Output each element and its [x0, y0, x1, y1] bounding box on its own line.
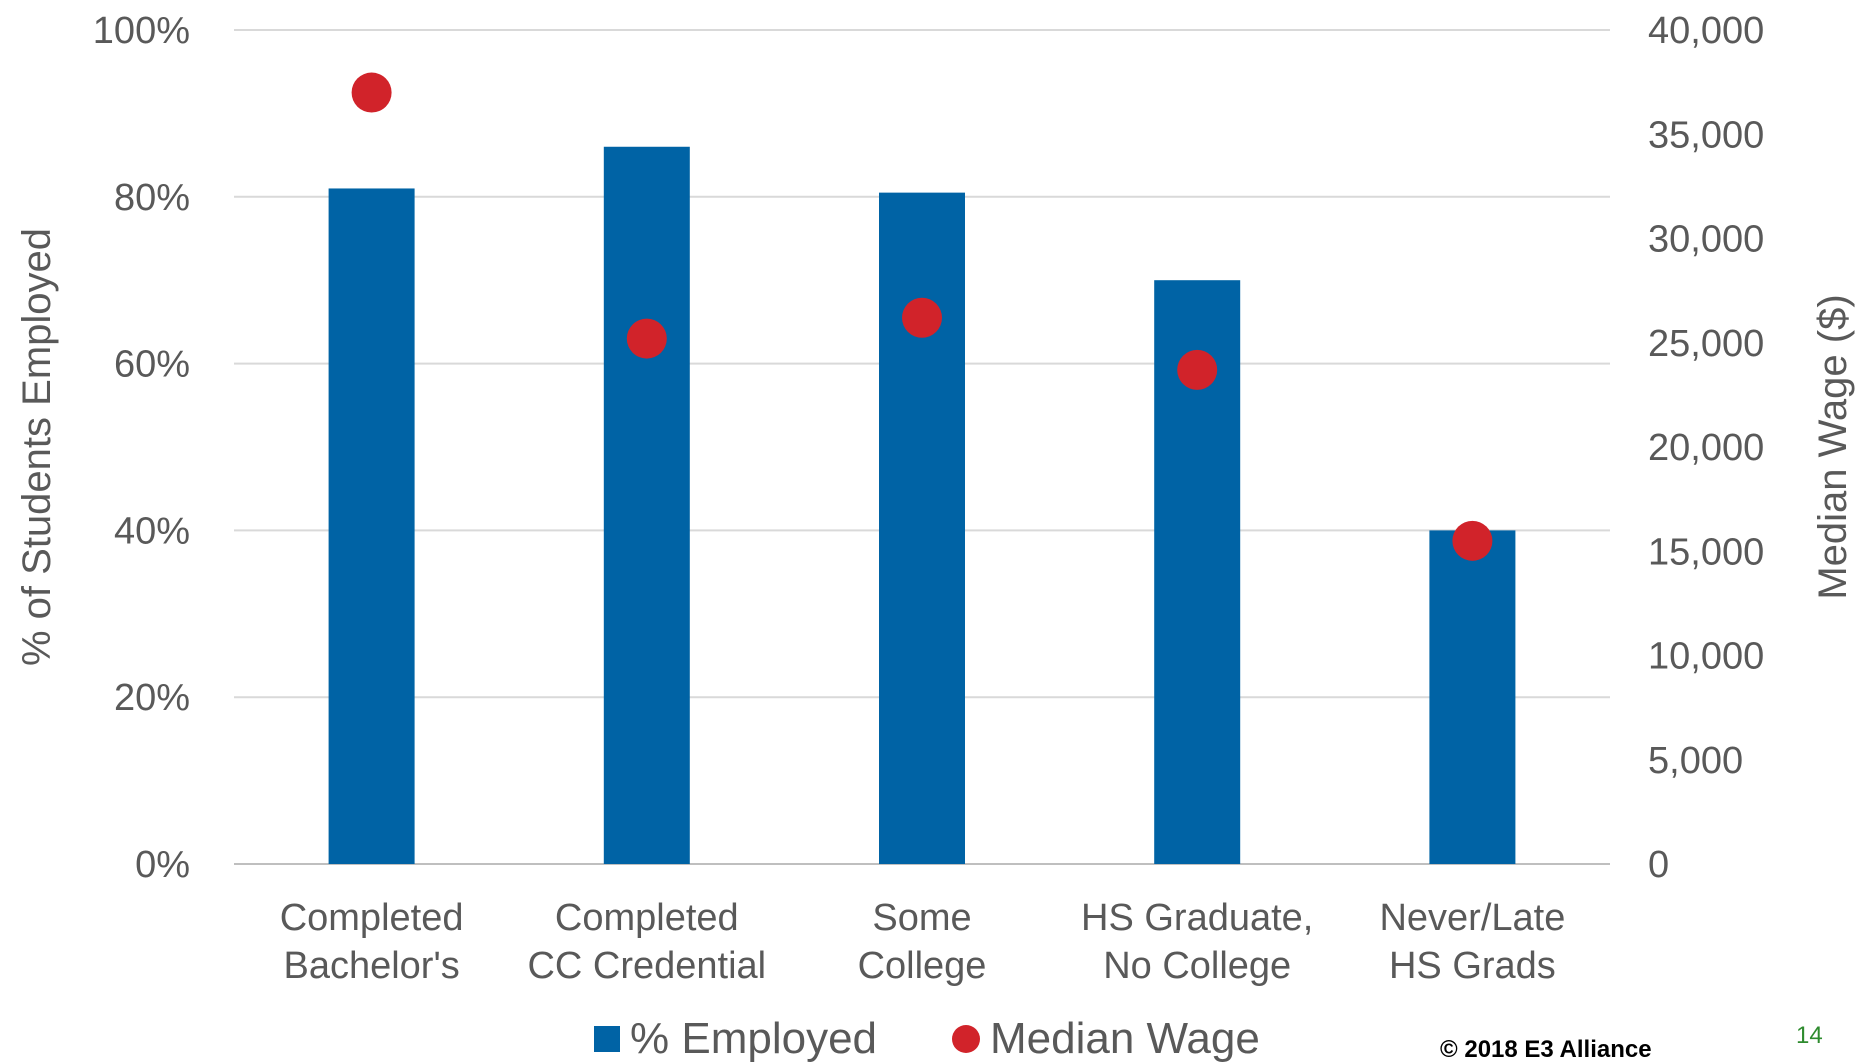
category-label-line: Never/Late [1379, 897, 1565, 939]
category-label: Completed CC Credential [527, 897, 766, 987]
y-tick-label: 20% [114, 677, 190, 719]
y-tick-label: 60% [114, 344, 190, 386]
category-label-line: HS Grads [1389, 945, 1556, 987]
copyright-notice: © 2018 E3 Alliance [1440, 1036, 1652, 1063]
category-label: Never/Late HS Grads [1379, 897, 1565, 987]
category-labels: Completed Bachelor's Completed CC Credentia… [280, 897, 1566, 987]
legend: % Employed Median Wage [594, 1014, 1260, 1062]
category-label-line: Bachelor's [283, 945, 459, 987]
dot-series [351, 72, 1493, 561]
bar-series [328, 146, 1516, 864]
bar [879, 192, 965, 864]
y2-tick-label: 30,000 [1648, 219, 1764, 261]
wage-dot [902, 297, 942, 338]
wage-dot [1177, 349, 1218, 390]
wage-dot [626, 318, 667, 359]
category-label: Some College [858, 897, 987, 987]
y-tick-label: 40% [114, 510, 190, 552]
y-axis-title: % of Students Employed [15, 228, 59, 666]
category-label-line: Completed [555, 897, 739, 939]
category-label: Completed Bachelor's [280, 897, 464, 987]
y-tick-label: 100% [93, 10, 190, 52]
y2-tick-label: 35,000 [1648, 114, 1764, 156]
y2-tick-label: 5,000 [1648, 740, 1743, 782]
y2-tick-label: 15,000 [1648, 531, 1764, 573]
y2-tick-label: 25,000 [1648, 323, 1764, 365]
y-tick-label: 0% [135, 844, 190, 886]
wage-dot [351, 72, 392, 113]
category-label-line: Completed [280, 897, 464, 939]
y2-axis-title: Median Wage ($) [1811, 294, 1855, 599]
category-label-line: Some [872, 897, 971, 939]
left-axis-ticks: 0% 20% 40% 60% 80% 100% [93, 10, 190, 886]
y2-tick-label: 40,000 [1648, 10, 1764, 52]
page-number: 14 [1796, 1022, 1823, 1049]
bar [1429, 530, 1516, 864]
bar [328, 188, 415, 864]
category-label-line: CC Credential [527, 945, 766, 987]
bar [603, 146, 690, 864]
legend-bar-label: % Employed [630, 1014, 877, 1062]
legend-dot-swatch [952, 1025, 980, 1053]
y2-tick-label: 20,000 [1648, 427, 1764, 469]
y2-tick-label: 0 [1648, 844, 1669, 886]
wage-dot [1452, 520, 1493, 561]
y-tick-label: 80% [114, 177, 190, 219]
right-axis-ticks: 0 5,000 10,000 15,000 20,000 25,000 30,000 35,0… [1648, 10, 1764, 886]
y2-tick-label: 10,000 [1648, 636, 1764, 678]
legend-bar-swatch [594, 1026, 620, 1052]
category-label-line: College [858, 945, 987, 987]
category-label-line: HS Graduate, [1081, 897, 1313, 939]
category-label-line: No College [1103, 945, 1291, 987]
category-label: HS Graduate, No College [1081, 897, 1313, 987]
legend-dot-label: Median Wage [990, 1014, 1260, 1062]
